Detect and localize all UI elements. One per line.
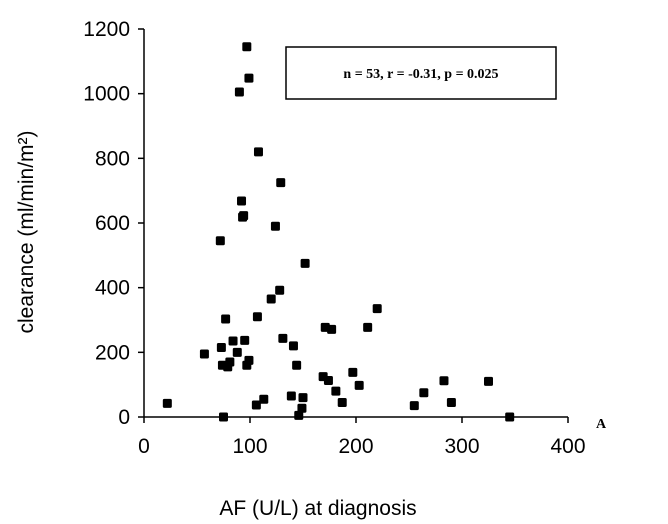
y-tick-label: 1000 <box>83 83 130 106</box>
data-point <box>278 333 288 343</box>
x-tick-label: 300 <box>444 435 479 458</box>
data-point <box>276 178 286 188</box>
data-point <box>234 87 244 97</box>
data-point <box>251 400 261 410</box>
data-point <box>237 196 247 206</box>
data-point <box>240 335 250 345</box>
data-point <box>294 410 304 420</box>
data-point <box>239 211 249 221</box>
data-point <box>221 314 231 324</box>
y-tick-label: 600 <box>95 212 130 235</box>
data-point <box>270 221 280 231</box>
data-point <box>354 380 364 390</box>
y-tick-label: 200 <box>95 341 130 364</box>
data-point <box>331 386 341 396</box>
x-tick-label: 400 <box>550 435 585 458</box>
data-points <box>162 42 515 422</box>
data-point <box>419 388 429 398</box>
data-point <box>439 376 449 386</box>
data-point <box>259 394 269 404</box>
data-point <box>242 42 252 52</box>
data-point <box>288 341 298 351</box>
data-point <box>225 357 235 367</box>
data-point <box>298 393 308 403</box>
data-point <box>215 236 225 246</box>
stats-annotation: n = 53, r = -0.31, p = 0.025 <box>343 67 498 82</box>
data-point <box>348 367 358 377</box>
data-point <box>244 73 254 83</box>
data-point <box>266 294 276 304</box>
x-axis-title: AF (U/L) at diagnosis <box>219 497 416 520</box>
stats-box <box>285 46 557 100</box>
data-point <box>253 147 263 157</box>
data-point <box>337 397 347 407</box>
y-tick-label: 800 <box>95 147 130 170</box>
data-point <box>275 285 285 295</box>
data-point <box>162 398 172 408</box>
panel-label: A <box>596 417 607 432</box>
data-point <box>232 347 242 357</box>
data-point <box>228 336 238 346</box>
data-point <box>300 258 310 268</box>
y-tick-label: 400 <box>95 277 130 300</box>
data-point <box>505 412 515 422</box>
y-ticks: 0 200 400 600 800 1000 1200 <box>83 18 144 429</box>
y-tick-label: 0 <box>118 406 130 429</box>
data-point <box>409 401 419 411</box>
data-point <box>323 375 333 385</box>
data-point <box>297 403 307 413</box>
data-point <box>219 412 228 422</box>
data-point <box>446 397 456 407</box>
data-point <box>216 342 226 352</box>
data-point <box>292 360 302 370</box>
y-tick-label: 1200 <box>83 18 130 41</box>
data-point <box>484 376 493 386</box>
x-tick-label: 200 <box>338 435 373 458</box>
x-tick-label: 100 <box>232 435 267 458</box>
data-point <box>244 355 254 365</box>
y-axis-title: clearance (ml/min/m²) <box>15 130 38 333</box>
data-point <box>286 391 296 401</box>
data-point <box>372 304 382 314</box>
data-point <box>252 312 262 322</box>
data-point <box>363 322 373 332</box>
data-point <box>199 349 209 359</box>
data-point <box>327 324 337 334</box>
x-ticks: 0 100 200 300 400 <box>138 417 586 458</box>
x-tick-label: 0 <box>138 435 150 458</box>
